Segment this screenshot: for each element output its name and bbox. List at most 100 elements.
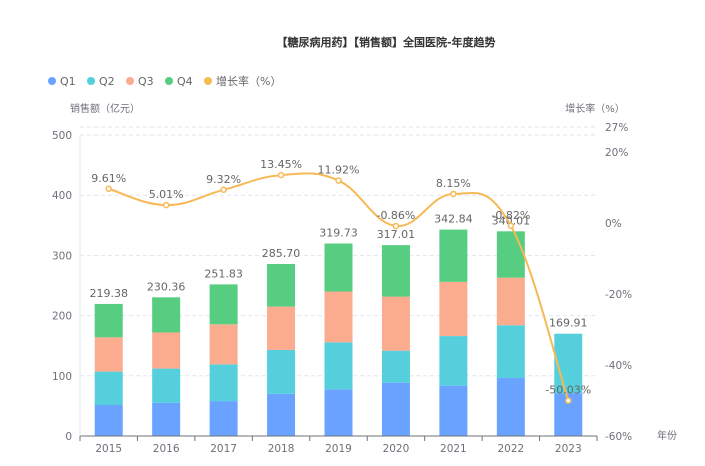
x-tick-label: 2020 — [383, 443, 410, 455]
bar-q4-2021 — [439, 229, 468, 282]
y2-axis-ticks: -60% -40% -20% 0% 20% 27% — [605, 122, 632, 443]
bar-q2-2022 — [496, 325, 525, 379]
y2-tick-label: -60% — [605, 431, 632, 443]
growth-point-2022 — [507, 222, 515, 230]
y-tick-label: 400 — [52, 190, 72, 202]
growth-label: 8.15% — [436, 177, 471, 190]
growth-point-2018 — [277, 171, 285, 179]
growth-label: 9.61% — [91, 172, 126, 185]
total-label: 251.83 — [204, 267, 243, 280]
total-label: 285.70 — [262, 247, 301, 260]
y2-tick-label: 0% — [605, 218, 622, 230]
bar-q3-2016 — [152, 332, 181, 369]
legend-label-1: Q2 — [99, 75, 115, 88]
total-label: 219.38 — [89, 287, 128, 300]
bar-q2-2020 — [381, 350, 410, 383]
x-axis-ticks: 2015 2016 2017 2018 2019 2020 2021 2022 2023 — [95, 443, 581, 455]
bar-q1-2022 — [496, 378, 525, 436]
y-axis-ticks: 0 100 200 300 400 500 — [52, 130, 72, 443]
bar-q1-2015 — [94, 404, 123, 436]
bar-q4-2018 — [267, 264, 296, 307]
y-tick-label: 100 — [52, 371, 72, 383]
growth-label: -50.03% — [545, 384, 591, 397]
growth-point-2015 — [105, 185, 112, 193]
total-label: 342.84 — [434, 213, 473, 226]
bar-q1-2020 — [381, 382, 410, 436]
legend-label-2: Q3 — [138, 75, 154, 88]
x-tick-label: 2022 — [497, 443, 524, 455]
bar-q4-2017 — [209, 284, 238, 325]
y-tick-label: 200 — [52, 311, 72, 323]
bar-q2-2018 — [267, 349, 296, 394]
bar-q1-2018 — [267, 393, 296, 436]
total-label: 317.01 — [377, 228, 416, 241]
total-label: 230.36 — [147, 280, 186, 293]
x-tick-label: 2021 — [440, 443, 467, 455]
legend-marker-1 — [87, 77, 95, 85]
y2-tick-label: 20% — [605, 147, 628, 159]
bar-q2-2023 — [554, 333, 583, 394]
growth-label: -0.86% — [376, 209, 415, 222]
bar-q1-2021 — [439, 385, 468, 436]
y-axis-name: 销售额（亿元） — [70, 102, 140, 115]
growth-point-2017 — [220, 186, 227, 194]
bar-q4-2020 — [381, 245, 410, 297]
bar-q2-2015 — [94, 371, 123, 405]
bar-q3-2018 — [267, 306, 296, 350]
x-tick-label: 2017 — [210, 443, 237, 455]
legend-marker-4 — [204, 77, 212, 85]
bar-q4-2019 — [324, 243, 353, 292]
growth-point-2023 — [565, 397, 572, 404]
bar-q2-2017 — [209, 364, 238, 402]
bar-q1-2017 — [209, 401, 238, 436]
bar-q2-2019 — [324, 342, 353, 390]
bar-q1-2016 — [152, 402, 181, 436]
total-label: 319.73 — [319, 227, 358, 240]
bar-q4-2016 — [152, 297, 181, 333]
growth-label: 13.45% — [260, 158, 302, 171]
y2-axis-name: 增长率（%） — [565, 102, 625, 115]
y-tick-label: 500 — [52, 130, 72, 142]
legend: Q1 Q2 Q3 Q4 增长率（%） — [48, 74, 281, 88]
legend-label-4: 增长率（%） — [216, 74, 281, 88]
bar-q3-2015 — [94, 337, 123, 372]
total-label: 169.91 — [549, 317, 588, 330]
y2-tick-label: -20% — [605, 289, 632, 301]
bar-q3-2021 — [439, 281, 468, 337]
bar-q2-2016 — [152, 368, 181, 403]
axes — [79, 135, 598, 441]
x-tick-label: 2023 — [555, 443, 582, 455]
bar-q2-2021 — [439, 336, 468, 386]
bars — [94, 229, 583, 436]
growth-point-2016 — [162, 201, 170, 209]
x-tick-label: 2015 — [95, 443, 122, 455]
bar-q4-2022 — [496, 231, 525, 278]
legend-marker-3 — [165, 77, 173, 85]
x-axis-name: 年份 — [657, 429, 677, 442]
total-label: 340.01 — [492, 214, 531, 227]
growth-point-2020 — [392, 222, 400, 230]
bar-q3-2020 — [381, 296, 410, 351]
bar-q3-2022 — [496, 277, 525, 326]
x-tick-label: 2018 — [268, 443, 295, 455]
legend-marker-2 — [126, 77, 134, 85]
y2-tick-label: 27% — [605, 122, 628, 134]
legend-marker-0 — [48, 77, 56, 85]
growth-point-2021 — [450, 190, 457, 198]
x-tick-label: 2016 — [153, 443, 180, 455]
growth-label: 5.01% — [149, 188, 184, 201]
x-tick-label: 2019 — [325, 443, 352, 455]
chart-title: 【糖尿病用药】【销售额】全国医院-年度趋势 — [276, 35, 495, 49]
y-tick-label: 0 — [65, 431, 72, 443]
bar-q3-2019 — [324, 291, 353, 343]
bar-q1-2019 — [324, 389, 353, 436]
legend-label-0: Q1 — [60, 75, 76, 88]
y2-tick-label: -40% — [605, 360, 632, 372]
growth-label: -0.82% — [491, 209, 530, 222]
y-tick-label: 300 — [52, 250, 72, 262]
legend-label-3: Q4 — [177, 75, 193, 88]
growth-label: 11.92% — [318, 164, 360, 177]
growth-label: 9.32% — [206, 173, 241, 186]
growth-line: 9.61% 5.01% 9.32% 13.45% 11.92% -0.86% 8.15% -0… — [91, 158, 591, 404]
